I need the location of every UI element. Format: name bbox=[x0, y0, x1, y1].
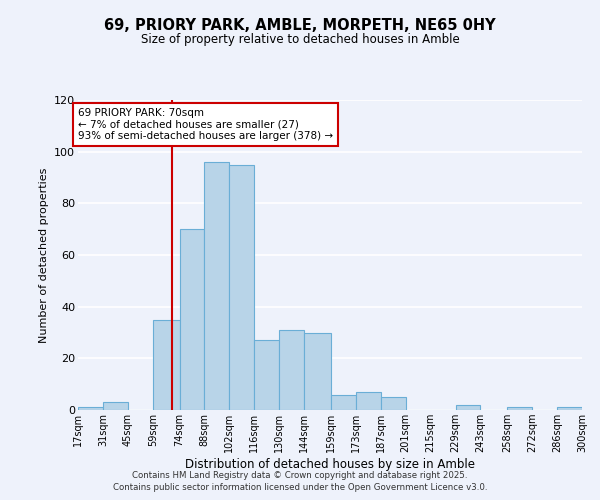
Text: Size of property relative to detached houses in Amble: Size of property relative to detached ho… bbox=[140, 32, 460, 46]
Bar bbox=[356, 392, 381, 410]
Bar bbox=[103, 402, 128, 410]
Bar bbox=[507, 408, 532, 410]
Bar bbox=[205, 162, 229, 410]
Bar bbox=[381, 397, 406, 410]
X-axis label: Distribution of detached houses by size in Amble: Distribution of detached houses by size … bbox=[185, 458, 475, 471]
Text: 69, PRIORY PARK, AMBLE, MORPETH, NE65 0HY: 69, PRIORY PARK, AMBLE, MORPETH, NE65 0H… bbox=[104, 18, 496, 32]
Y-axis label: Number of detached properties: Number of detached properties bbox=[38, 168, 49, 342]
Bar bbox=[179, 229, 205, 410]
Bar bbox=[254, 340, 279, 410]
Bar bbox=[78, 408, 103, 410]
Bar bbox=[557, 408, 582, 410]
Bar bbox=[153, 320, 179, 410]
Text: Contains HM Land Registry data © Crown copyright and database right 2025.: Contains HM Land Registry data © Crown c… bbox=[132, 471, 468, 480]
Bar bbox=[331, 394, 356, 410]
Bar bbox=[304, 332, 331, 410]
Text: 69 PRIORY PARK: 70sqm
← 7% of detached houses are smaller (27)
93% of semi-detac: 69 PRIORY PARK: 70sqm ← 7% of detached h… bbox=[78, 108, 333, 141]
Bar bbox=[455, 405, 481, 410]
Bar bbox=[279, 330, 304, 410]
Bar bbox=[229, 164, 254, 410]
Text: Contains public sector information licensed under the Open Government Licence v3: Contains public sector information licen… bbox=[113, 484, 487, 492]
